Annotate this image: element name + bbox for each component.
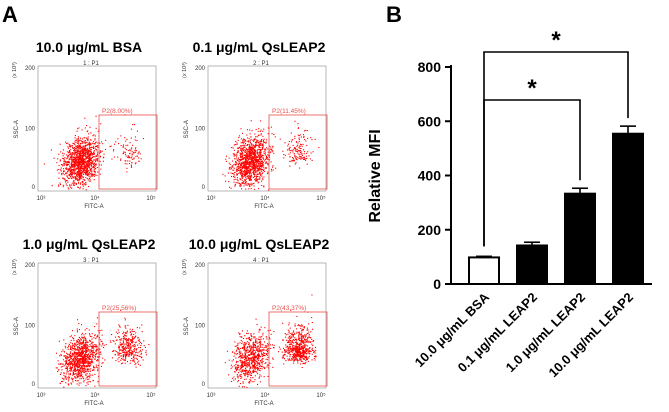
flow-y-multiplier: (x 10³) [12,62,18,78]
flow-x-tick: 10⁴ [90,392,100,399]
flow-x-tick: 10⁴ [260,195,270,202]
bar [516,244,548,285]
bar [468,256,500,286]
bar [612,132,644,285]
flow-x-tick: 10⁴ [90,195,100,202]
gate-label: P2(11.45%) [272,108,306,115]
flow-x-tick: 10⁵ [316,392,326,399]
gate-label: P2(8.00%) [102,108,133,115]
flow-y-label: SSC-A [184,120,190,138]
flow-dots [43,114,144,191]
flow-x-tick: 10³ [207,196,216,202]
flow-dots [224,294,317,388]
flow-x-label: FITC-A [254,401,273,407]
flow-x-tick: 10⁵ [146,195,156,202]
flow-plot-title: 10.0 μg/mL QsLEAP2 [189,236,330,252]
flow-plot-subtitle: 1 : P1 [83,61,99,67]
y-tick-label: 800 [418,59,442,75]
flow-plot-title: 0.1 μg/mL QsLEAP2 [193,39,326,55]
flow-dots [55,309,150,388]
panel-b-letter: B [386,2,402,27]
flow-plot-title: 1.0 μg/mL QsLEAP2 [23,236,156,252]
error-bar [476,255,492,258]
flow-y-tick: 100 [195,127,206,133]
flow-y-multiplier: (x 10³) [182,62,188,78]
flow-x-tick: 10⁴ [260,392,270,399]
bar [564,192,596,285]
flow-dots [222,120,320,191]
flow-x-tick: 10³ [207,393,216,399]
y-tick-label: 600 [418,113,442,129]
significance-star: * [527,75,537,102]
flow-y-label: SSC-A [14,120,20,138]
flow-y-label: SSC-A [14,317,20,335]
flow-plot-frame [207,65,327,192]
flow-y-tick: 200 [195,263,206,269]
y-tick-label: 400 [418,168,442,184]
flow-x-label: FITC-A [254,204,273,210]
flow-y-tick: 200 [25,66,36,72]
error-bar [620,125,636,134]
flow-plot-subtitle: 2 : P1 [253,61,269,67]
y-axis-title: Relative MFI [367,129,384,222]
gate-p2 [268,114,328,190]
flow-plot-subtitle: 4 : P1 [253,258,269,264]
flow-plot-frame [37,262,157,389]
flow-plot-frame [37,65,157,192]
gate-p2 [268,311,328,387]
flow-x-tick: 10⁵ [316,195,326,202]
flow-x-tick: 10³ [37,196,46,202]
flow-y-label: SSC-A [184,317,190,335]
flow-plot-4: 10.0 μg/mL QsLEAP2 4 : P1 (x 10³) 0 100 200 SS… [182,236,329,407]
significance-bracket [483,51,629,247]
error-bar [572,187,588,194]
gate-label: P2(25.56%) [102,305,136,312]
flow-plot-2: 0.1 μg/mL QsLEAP2 2 : P1 (x 10³) 0 100 200 SSC… [182,39,328,210]
flow-plot-frame [207,262,327,389]
flow-y-multiplier: (x 10³) [182,259,188,275]
flow-y-multiplier: (x 10³) [12,259,18,275]
gate-p2 [98,311,158,387]
flow-x-label: FITC-A [84,401,103,407]
flow-plot-title: 10.0 μg/mL BSA [36,39,142,55]
panel-a: A 10.0 μg/mL BSA 1 : P1 (x 10³) 0 100 200 SSC-… [2,2,329,407]
flow-y-tick: 0 [32,185,36,191]
gate-p2 [98,114,158,190]
flow-plot-1: 10.0 μg/mL BSA 1 : P1 (x 10³) 0 100 200 SSC-A 1… [12,39,158,210]
flow-y-tick: 0 [202,185,206,191]
significance-star: * [551,27,561,54]
y-tick-label: 200 [418,222,442,238]
panel-a-letter: A [2,2,18,27]
gate-label: P2(43.37%) [272,305,306,312]
flow-y-tick: 100 [195,324,206,330]
flow-plot-3: 1.0 μg/mL QsLEAP2 3 : P1 (x 10³) 0 100 200 SSC… [12,236,158,407]
flow-y-tick: 200 [195,66,206,72]
flow-x-label: FITC-A [84,204,103,210]
flow-x-tick: 10³ [37,393,46,399]
flow-y-tick: 100 [25,324,36,330]
x-tick-label: 10.0 μg/mL LEAP2 [545,290,636,381]
error-bar [524,241,540,246]
y-tick-label: 0 [433,276,441,292]
flow-plot-subtitle: 3 : P1 [83,258,99,264]
flow-y-tick: 100 [25,127,36,133]
flow-y-tick: 200 [25,263,36,269]
flow-y-tick: 0 [202,382,206,388]
flow-y-tick: 0 [32,382,36,388]
flow-x-tick: 10⁵ [146,392,156,399]
